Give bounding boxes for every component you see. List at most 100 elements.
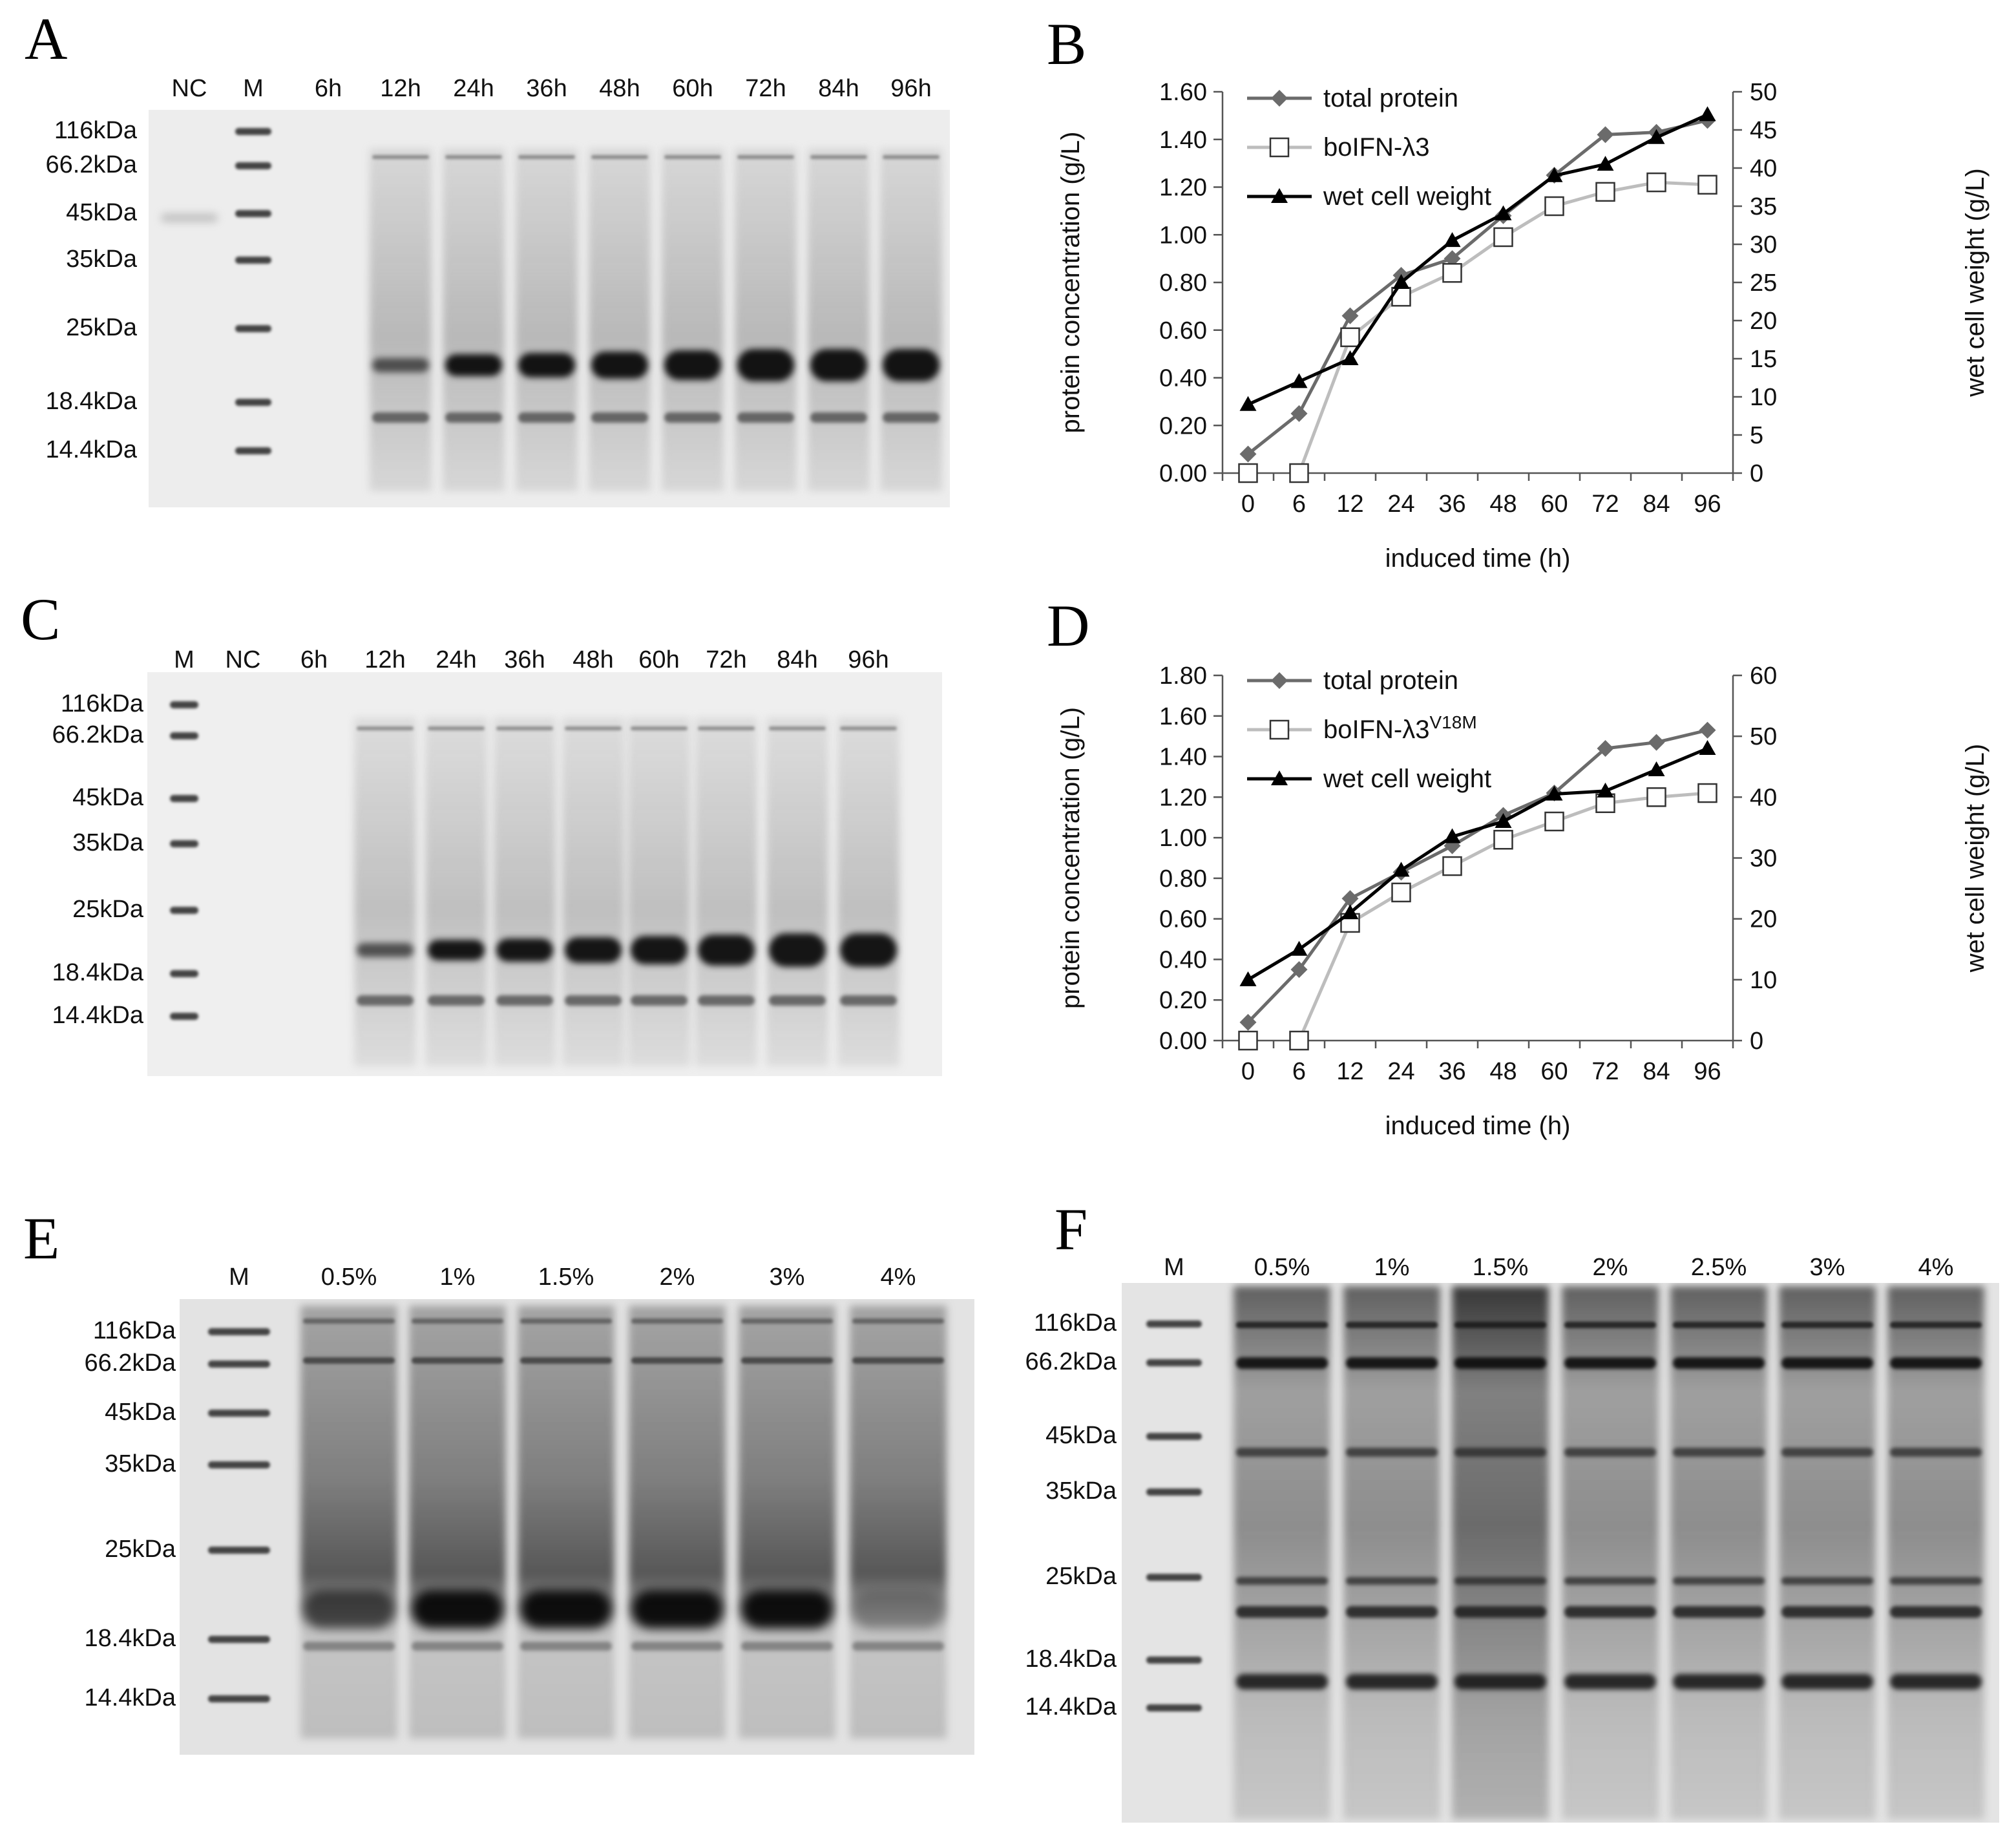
lane-label: NC: [225, 646, 261, 673]
panel-letter-d: D: [1047, 593, 1090, 659]
x-tick-label: 12: [1336, 1058, 1363, 1085]
protein-band: [303, 1590, 395, 1629]
y2-tick-label: 30: [1750, 231, 1777, 259]
protein-band: [741, 1357, 833, 1364]
protein-band: [1781, 1674, 1873, 1689]
legend-marker: [1269, 719, 1290, 740]
x-tick-label: 72: [1591, 491, 1619, 518]
marker-band: [208, 1695, 270, 1702]
marker-band: [208, 1360, 270, 1368]
lane-label: NC: [171, 75, 207, 102]
protein-band: [161, 213, 218, 222]
marker-band: [208, 1328, 270, 1335]
y-tick-label: 1.40: [1159, 127, 1207, 154]
protein-band: [664, 155, 721, 159]
protein-band: [883, 412, 940, 423]
marker-band: [235, 447, 271, 454]
lane-label: M: [1164, 1254, 1184, 1281]
lane-smear: [1779, 1286, 1876, 1819]
protein-band: [631, 995, 688, 1006]
data-point: [1493, 830, 1513, 850]
y2-tick-label: 20: [1750, 906, 1777, 933]
marker-band: [235, 399, 271, 406]
data-point: [1697, 175, 1717, 195]
gel-image-f: [1122, 1283, 1999, 1823]
protein-band: [769, 933, 826, 967]
lane-label: 6h: [300, 646, 328, 673]
x-tick-label: 12: [1336, 491, 1363, 518]
marker-label: 25kDa: [72, 896, 143, 923]
lane-label: 72h: [745, 75, 786, 102]
lane-label: 48h: [599, 75, 640, 102]
y-tick-label: 0.80: [1159, 270, 1207, 297]
lane-smear: [1562, 1286, 1659, 1819]
marker-band: [208, 1410, 270, 1417]
protein-band: [1564, 1448, 1656, 1457]
y-axis-title: protein concentration (g/L): [1056, 707, 1085, 1009]
marker-label: 45kDa: [66, 199, 137, 226]
legend-marker: [1271, 672, 1288, 689]
protein-band: [518, 353, 575, 377]
marker-band: [170, 970, 198, 977]
lane-smear: [629, 1306, 726, 1739]
protein-band: [1890, 1577, 1982, 1585]
protein-band: [1564, 1577, 1656, 1585]
data-point: [1238, 463, 1258, 483]
legend-label: total protein: [1323, 666, 1458, 695]
legend-marker: [1271, 90, 1288, 107]
lane-smear: [409, 1306, 506, 1739]
lane-label: 4%: [1918, 1254, 1954, 1281]
x-tick-label: 24: [1387, 1058, 1414, 1085]
protein-band: [698, 726, 755, 730]
lane-label: 24h: [436, 646, 477, 673]
marker-band: [1146, 1574, 1202, 1581]
data-point: [1597, 156, 1614, 171]
protein-band: [810, 412, 867, 423]
protein-band: [412, 1642, 503, 1651]
marker-band: [1146, 1359, 1202, 1366]
lane-label: 1%: [439, 1264, 476, 1291]
protein-band: [591, 352, 648, 379]
protein-band: [631, 1590, 723, 1629]
marker-label: 14.4kDa: [45, 436, 137, 463]
protein-band: [520, 1357, 612, 1364]
marker-label: 45kDa: [105, 1399, 176, 1426]
lane-label: M: [229, 1264, 249, 1291]
lane-label: 1%: [1374, 1254, 1410, 1281]
data-point: [1493, 227, 1513, 248]
legend-label: total protein: [1323, 84, 1458, 112]
protein-band: [1673, 1357, 1765, 1369]
marker-label: 35kDa: [66, 246, 137, 273]
protein-band: [518, 155, 575, 159]
marker-label: 66.2kDa: [52, 721, 143, 748]
protein-band: [412, 1318, 503, 1324]
x-tick-label: 0: [1241, 1058, 1255, 1085]
lane-label: M: [243, 75, 264, 102]
lane-smear: [766, 717, 828, 1066]
y-tick-label: 1.00: [1159, 222, 1207, 249]
marker-band: [170, 840, 198, 847]
x-tick-label: 60: [1540, 491, 1568, 518]
data-point: [1495, 205, 1512, 220]
protein-band: [520, 1642, 612, 1651]
panel-letter-f: F: [1055, 1196, 1088, 1262]
lane-smear: [808, 149, 870, 491]
marker-band: [170, 907, 198, 914]
lane-label: 48h: [572, 646, 614, 673]
marker-band: [1146, 1704, 1202, 1711]
protein-band: [372, 412, 429, 423]
data-point: [1699, 740, 1716, 755]
protein-band: [1781, 1448, 1873, 1457]
lane-label: 60h: [672, 75, 713, 102]
protein-band: [1673, 1322, 1765, 1328]
x-tick-label: 6: [1292, 491, 1306, 518]
marker-label: 116kDa: [92, 1317, 176, 1344]
y-tick-label: 0.80: [1159, 865, 1207, 893]
marker-label: 35kDa: [1045, 1477, 1117, 1505]
lane-label: 2.5%: [1690, 1254, 1747, 1281]
data-point: [1597, 740, 1614, 757]
y2-axis-title: wet cell weight (g/L): [1961, 744, 1990, 973]
protein-band: [1890, 1357, 1982, 1369]
protein-band: [518, 412, 575, 423]
lane-smear: [837, 717, 899, 1066]
